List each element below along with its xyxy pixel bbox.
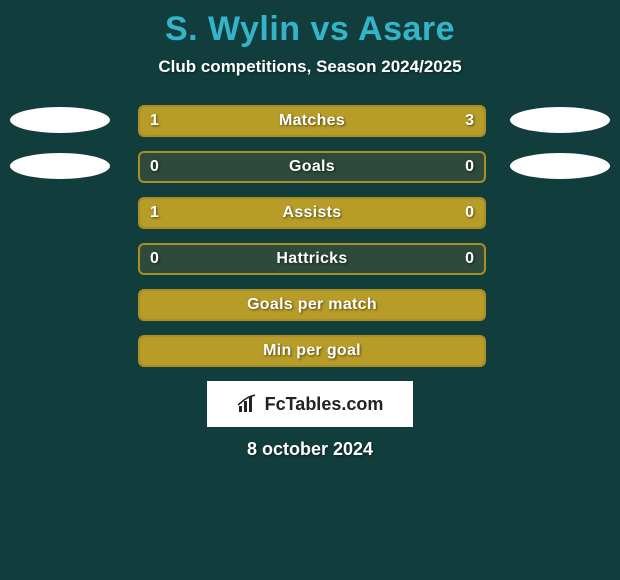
stat-bar-track: Goals per match xyxy=(138,289,486,321)
stat-bar-track: 13Matches xyxy=(138,105,486,137)
stat-label: Goals per match xyxy=(140,291,484,319)
logo-text: FcTables.com xyxy=(265,394,384,415)
stat-bar-track: 10Assists xyxy=(138,197,486,229)
club-oval-right xyxy=(510,107,610,133)
stat-bar-track: 00Goals xyxy=(138,151,486,183)
club-oval-left xyxy=(10,107,110,133)
stat-label: Hattricks xyxy=(140,245,484,273)
stat-row: 10Assists xyxy=(0,197,620,227)
stat-row: 00Hattricks xyxy=(0,243,620,273)
stat-label: Goals xyxy=(140,153,484,181)
comparison-card: S. Wylin vs Asare Club competitions, Sea… xyxy=(0,0,620,460)
stats-rows: 13Matches 00Goals 10Assists 00Hattricks Goal… xyxy=(0,105,620,365)
stat-row: Goals per match xyxy=(0,289,620,319)
club-oval-right xyxy=(510,153,610,179)
bar-chart-icon xyxy=(237,394,259,414)
stat-row: Min per goal xyxy=(0,335,620,365)
stat-bar-track: 00Hattricks xyxy=(138,243,486,275)
page-title: S. Wylin vs Asare xyxy=(0,10,620,49)
stat-label: Matches xyxy=(140,107,484,135)
stat-label: Min per goal xyxy=(140,337,484,365)
subtitle: Club competitions, Season 2024/2025 xyxy=(0,57,620,77)
club-oval-left xyxy=(10,153,110,179)
date-label: 8 october 2024 xyxy=(0,439,620,460)
stat-row: 13Matches xyxy=(0,105,620,135)
logo-card: FcTables.com xyxy=(207,381,413,427)
stat-label: Assists xyxy=(140,199,484,227)
stat-row: 00Goals xyxy=(0,151,620,181)
stat-bar-track: Min per goal xyxy=(138,335,486,367)
